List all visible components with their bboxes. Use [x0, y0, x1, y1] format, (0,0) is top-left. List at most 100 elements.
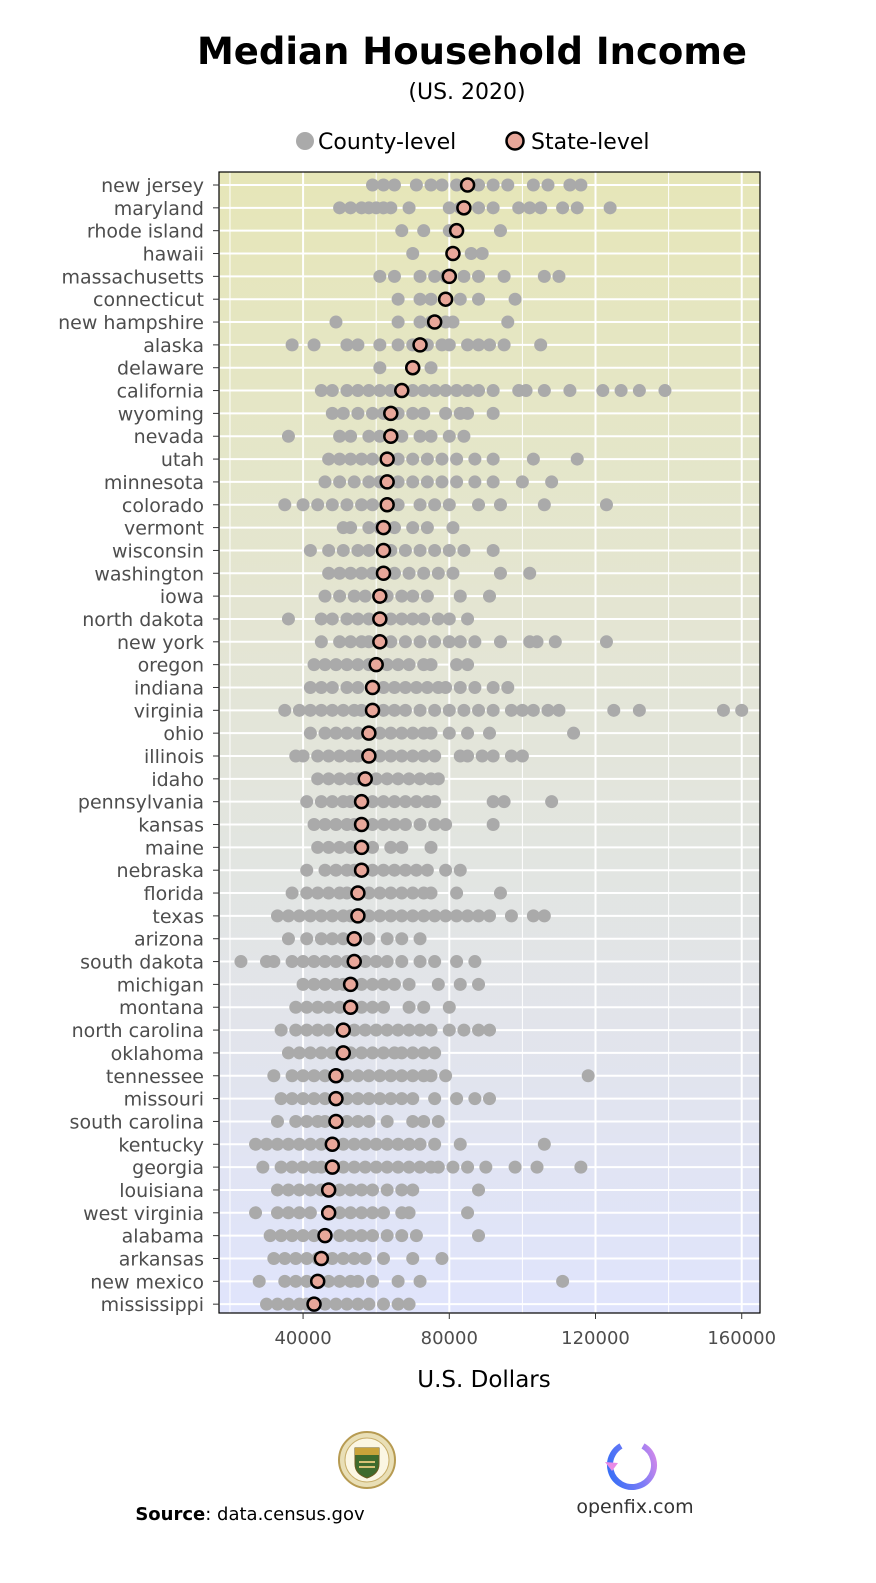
county-point [322, 772, 336, 786]
county-point [325, 498, 339, 512]
county-point [307, 1069, 321, 1083]
county-point [442, 1000, 456, 1014]
county-point [384, 840, 398, 854]
county-point [428, 269, 442, 283]
state-label: tennessee [106, 1066, 204, 1088]
county-point [333, 589, 347, 603]
chart-title: Median Household Income [197, 30, 747, 73]
state-point [328, 1090, 344, 1107]
county-point [420, 521, 434, 535]
county-point [417, 612, 431, 626]
county-point [493, 224, 507, 238]
state-label: new jersey [101, 175, 204, 197]
county-point [329, 863, 343, 877]
county-point [329, 818, 343, 832]
state-point [448, 222, 465, 239]
county-point [658, 384, 672, 398]
county-point [406, 452, 420, 466]
county-point [340, 1092, 354, 1106]
county-point [461, 384, 475, 398]
county-point [300, 886, 314, 900]
county-point [567, 726, 581, 740]
county-point [428, 498, 442, 512]
county-point [362, 1297, 376, 1311]
county-point [442, 726, 456, 740]
county-point [428, 749, 442, 763]
county-point [307, 1229, 321, 1243]
county-point [362, 543, 376, 557]
state-point [379, 451, 395, 467]
county-point [435, 452, 449, 466]
county-point [344, 1183, 358, 1197]
county-point [311, 886, 325, 900]
state-label: nevada [134, 426, 204, 448]
county-point [270, 909, 284, 923]
state-label: north carolina [72, 1020, 204, 1042]
legend-state-label: State-level [531, 130, 650, 155]
x-tick-label: 40000 [274, 1328, 331, 1349]
county-point [369, 1023, 383, 1037]
county-point [249, 1137, 263, 1151]
county-point [281, 1046, 295, 1060]
county-point [497, 795, 511, 809]
county-point [545, 475, 559, 489]
state-point [335, 1022, 352, 1038]
county-point [322, 1274, 336, 1288]
county-point [362, 475, 376, 489]
county-point [439, 1069, 453, 1083]
county-point [493, 498, 507, 512]
county-point [358, 1023, 372, 1037]
county-point [366, 1183, 380, 1197]
county-point [402, 658, 416, 672]
county-point [402, 1160, 416, 1174]
county-point [281, 1183, 295, 1197]
county-point [376, 795, 390, 809]
county-point [420, 680, 434, 694]
county-point [355, 498, 369, 512]
state-point [383, 405, 399, 422]
county-point [391, 315, 405, 329]
county-point [351, 1297, 365, 1311]
county-point [406, 1046, 420, 1060]
county-point [318, 818, 332, 832]
county-point [347, 1137, 361, 1151]
county-point [413, 1137, 427, 1151]
county-point [307, 1092, 321, 1106]
county-point [402, 977, 416, 991]
state-label: pennsylvania [78, 792, 204, 814]
county-point [376, 178, 390, 192]
state-label: alaska [143, 335, 204, 357]
county-point [406, 589, 420, 603]
brand-text[interactable]: openfix.com [576, 1496, 694, 1518]
county-point [417, 909, 431, 923]
county-point [340, 658, 354, 672]
county-point [362, 909, 376, 923]
county-point [362, 1069, 376, 1083]
county-point [344, 1229, 358, 1243]
county-point [318, 955, 332, 969]
county-point [461, 1160, 475, 1174]
county-point [325, 384, 339, 398]
county-point [376, 818, 390, 832]
county-point [556, 1274, 570, 1288]
county-point [387, 703, 401, 717]
state-label: indiana [134, 677, 204, 699]
county-point [355, 1183, 369, 1197]
county-point [376, 703, 390, 717]
county-point [344, 635, 358, 649]
county-point [340, 886, 354, 900]
county-point [296, 1160, 310, 1174]
county-point [296, 955, 310, 969]
county-point [439, 909, 453, 923]
county-point [329, 955, 343, 969]
county-point [406, 886, 420, 900]
county-point [384, 384, 398, 398]
county-point [406, 475, 420, 489]
county-point [285, 1069, 299, 1083]
county-point [351, 1092, 365, 1106]
census-bureau-seal-icon [338, 1431, 396, 1489]
county-point [486, 543, 500, 557]
county-point [428, 1046, 442, 1060]
county-point [384, 1092, 398, 1106]
county-point [395, 1183, 409, 1197]
